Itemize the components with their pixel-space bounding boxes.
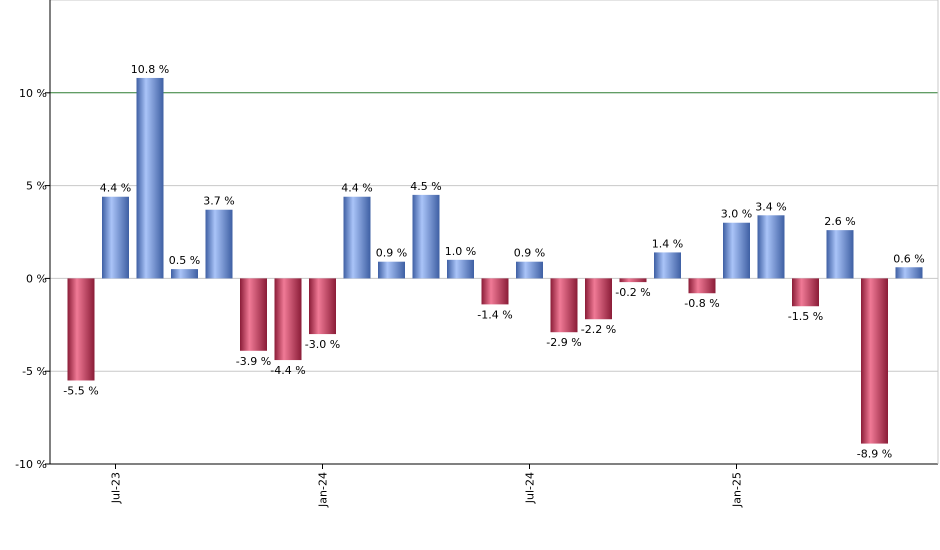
bar-negative: [550, 278, 578, 333]
bar-value-label: 0.6 %: [893, 252, 924, 265]
bar-value-label: 4.4 %: [341, 182, 372, 195]
x-tick-label: Jul-23: [110, 472, 123, 504]
bar-value-label: 0.9 %: [514, 247, 545, 260]
bar-value-label: -2.2 %: [581, 323, 616, 336]
bar-value-label: -0.2 %: [615, 286, 650, 299]
bar-value-label: 1.0 %: [445, 245, 476, 258]
bar-negative: [619, 278, 647, 283]
bar-value-label: 3.7 %: [203, 195, 234, 208]
bar-value-label: 3.0 %: [721, 208, 752, 221]
bar-negative: [309, 278, 336, 335]
bar-positive: [723, 222, 750, 279]
bar-negative: [861, 278, 888, 444]
bar-negative: [481, 278, 509, 305]
bar-value-label: 0.9 %: [376, 247, 407, 260]
bar-positive: [343, 196, 371, 279]
bar-positive: [654, 252, 681, 279]
bar-negative: [274, 278, 302, 361]
bar-value-label: 0.5 %: [169, 254, 200, 267]
bar-value-label: 2.6 %: [824, 215, 855, 228]
y-tick-label: 10 %: [19, 87, 47, 100]
bar-positive: [895, 267, 923, 279]
bar-positive: [516, 261, 543, 279]
x-tick-label: Jan-25: [731, 472, 744, 508]
y-tick-label: 0 %: [26, 272, 47, 285]
bar-positive: [757, 215, 785, 279]
data-labels: -5.5 %4.4 %10.8 %0.5 %3.7 %-3.9 %-4.4 %-…: [63, 63, 924, 461]
bar-value-label: -2.9 %: [546, 336, 581, 349]
bar-value-label: -8.9 %: [857, 448, 892, 461]
bar-value-label: 10.8 %: [131, 63, 169, 76]
bar-negative: [585, 278, 612, 320]
axes: -10 % -5 % 0 % 5 % 10 % Jul-23 Jan-24 Jul-24 Jan…: [15, 0, 939, 508]
bar-negative: [792, 278, 819, 307]
bar-positive: [136, 77, 164, 279]
bar-positive: [412, 194, 440, 279]
bar-value-label: -4.4 %: [270, 364, 305, 377]
bar-positive: [171, 269, 198, 279]
bar-negative: [240, 278, 267, 351]
x-tick-label: Jan-24: [317, 472, 330, 508]
bar-value-label: 4.5 %: [410, 180, 441, 193]
bar-value-label: 1.4 %: [652, 237, 683, 250]
bar-positive: [826, 230, 854, 279]
bar-positive: [447, 259, 474, 279]
bar-value-label: -1.5 %: [788, 310, 823, 323]
bar-value-label: 4.4 %: [100, 182, 131, 195]
y-tick-label: -10 %: [15, 458, 47, 471]
bar-value-label: -0.8 %: [684, 297, 719, 310]
y-tick-label: 5 %: [26, 180, 47, 193]
x-tick-label: Jul-24: [524, 472, 537, 504]
bar-positive: [102, 196, 129, 279]
bar-value-label: -3.9 %: [236, 355, 271, 368]
bar-value-label: 3.4 %: [755, 200, 786, 213]
bars: [67, 77, 923, 444]
bar-positive: [205, 209, 233, 279]
bar-value-label: -5.5 %: [63, 384, 98, 397]
bar-negative: [688, 278, 716, 294]
bar-value-label: -3.0 %: [305, 338, 340, 351]
bar-negative: [67, 278, 95, 381]
bar-positive: [378, 261, 405, 279]
bar-value-label: -1.4 %: [477, 308, 512, 321]
y-tick-label: -5 %: [22, 365, 47, 378]
